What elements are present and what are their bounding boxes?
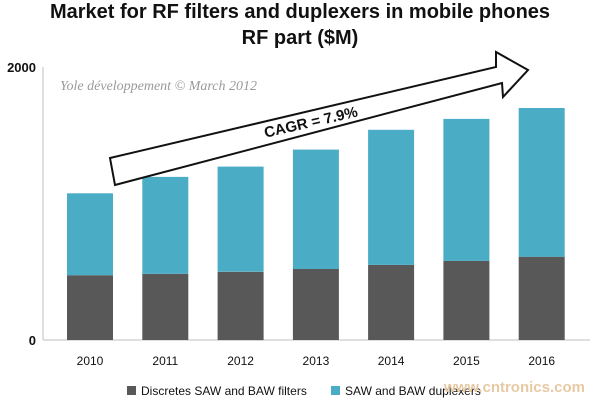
- chart-title: Market for RF filters and duplexers in m…: [49, 1, 551, 23]
- cagr-label: CAGR = 7.9%: [263, 104, 360, 142]
- cagr-arrow: [108, 50, 530, 187]
- bar-discretes-2015: [443, 260, 490, 340]
- bar-discretes-2013: [292, 269, 339, 340]
- bar-duplexers-2013: [292, 149, 339, 269]
- x-tick-2012: 2012: [227, 354, 254, 368]
- x-tick-labels: 2010 2011 2012 2013 2014 2015 2016: [77, 354, 556, 368]
- bar-discretes-2012: [217, 271, 264, 341]
- x-tick-2013: 2013: [303, 354, 330, 368]
- y-tick-0: 0: [29, 333, 36, 348]
- bar-duplexers-2016: [518, 108, 565, 257]
- bar-discretes-2016: [518, 256, 565, 340]
- watermark: www.cntronics.com: [443, 379, 585, 396]
- legend-swatch-discretes: [127, 386, 136, 395]
- chart-subtitle: RF part ($M): [241, 27, 359, 49]
- legend-swatch-duplexers: [331, 386, 340, 395]
- x-tick-2010: 2010: [77, 354, 104, 368]
- x-tick-2011: 2011: [152, 354, 178, 368]
- bar-discretes-2010: [67, 275, 113, 340]
- bar-duplexers-2010: [67, 193, 113, 276]
- bar-duplexers-2015: [443, 118, 490, 261]
- y-tick-labels: 0 2000: [7, 60, 36, 348]
- bars-layer: [67, 108, 565, 341]
- bar-discretes-2011: [142, 273, 189, 340]
- bar-duplexers-2011: [142, 176, 189, 274]
- legend-label-duplexers: SAW and BAW duplexers: [345, 384, 481, 398]
- x-tick-2015: 2015: [453, 354, 480, 368]
- y-tick-2000: 2000: [7, 60, 36, 75]
- legend-label-discretes: Discretes SAW and BAW filters: [141, 384, 307, 398]
- x-tick-2014: 2014: [378, 354, 405, 368]
- bar-duplexers-2012: [217, 166, 264, 272]
- bar-duplexers-2014: [368, 129, 415, 265]
- bar-discretes-2014: [368, 264, 415, 340]
- source-annotation: Yole développement © March 2012: [60, 79, 257, 94]
- x-tick-2016: 2016: [528, 354, 555, 368]
